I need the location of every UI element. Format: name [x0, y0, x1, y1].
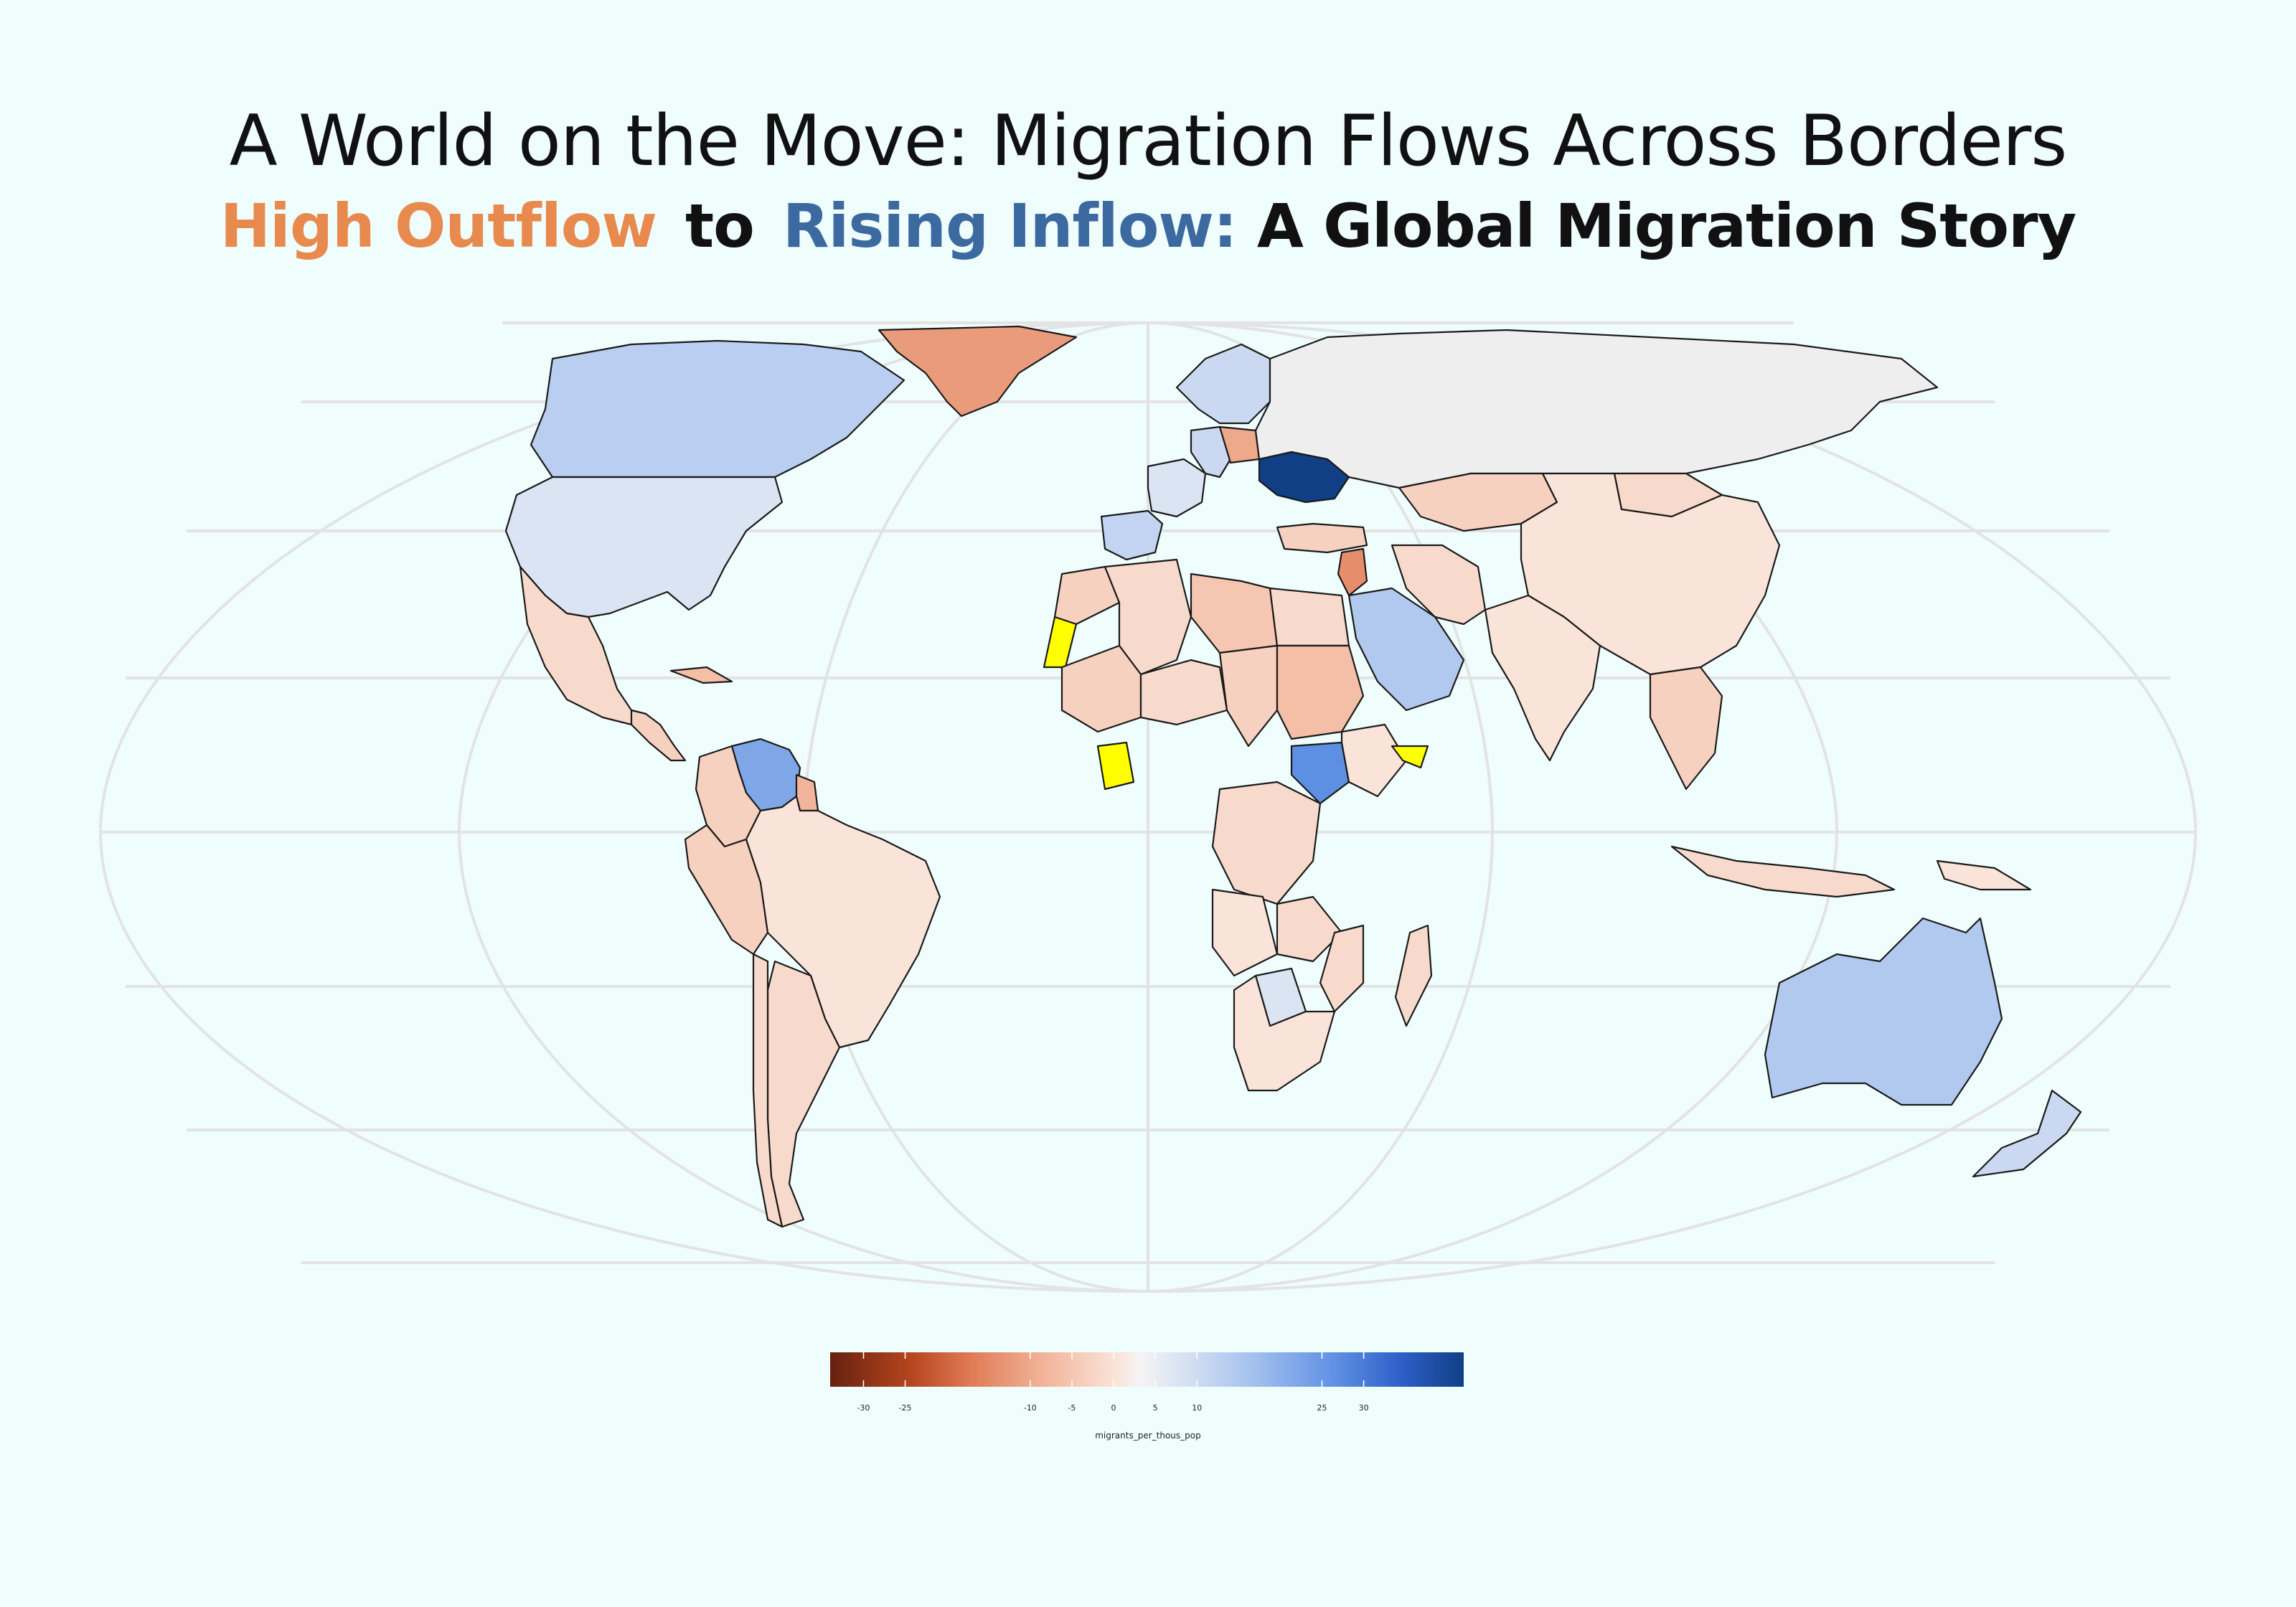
region-cote-divoire[interactable] — [1096, 741, 1135, 791]
region-southeast-asia[interactable] — [1649, 666, 1723, 791]
region-madagascar[interactable] — [1394, 924, 1433, 1027]
region-zambia[interactable] — [1276, 895, 1343, 963]
region-south-africa[interactable] — [1233, 974, 1336, 1092]
region-sudan[interactable] — [1276, 644, 1365, 740]
region-chile[interactable] — [752, 953, 784, 1228]
region-new-zealand[interactable] — [1972, 1089, 2082, 1178]
region-cuba[interactable] — [669, 666, 733, 684]
region-algeria[interactable] — [1104, 558, 1192, 676]
region-libya[interactable] — [1190, 572, 1279, 654]
region-greenland[interactable] — [878, 325, 1078, 418]
region-guyana[interactable] — [795, 773, 819, 812]
legend-tick-label: 25 — [1317, 1403, 1327, 1413]
region-western-sahara[interactable] — [1043, 616, 1078, 669]
region-mali[interactable] — [1060, 644, 1142, 733]
map-subtitle: High Outflow to Rising Inflow: A Global Mi… — [0, 191, 2296, 261]
legend-tick-label: -10 — [1024, 1403, 1037, 1413]
region-china[interactable] — [1520, 472, 1781, 676]
subtitle-story: A Global Migration Story — [1256, 191, 2076, 261]
region-india[interactable] — [1484, 594, 1601, 762]
legend-tick-label: -5 — [1068, 1403, 1076, 1413]
legend-tick-label: -30 — [857, 1403, 870, 1413]
region-dr-congo[interactable] — [1211, 781, 1322, 905]
region-somaliland[interactable] — [1391, 745, 1429, 769]
region-papua-new-guinea[interactable] — [1936, 859, 2032, 891]
region-spain[interactable] — [1100, 509, 1164, 561]
subtitle-to: to — [685, 191, 755, 261]
region-central-america[interactable] — [630, 709, 687, 762]
subtitle-outflow: High Outflow — [220, 191, 657, 261]
region-brazil[interactable] — [745, 795, 941, 1049]
subtitle-inflow: Rising Inflow: — [782, 191, 1238, 261]
legend-colorbar — [830, 1352, 1464, 1387]
region-morocco[interactable] — [1053, 565, 1121, 626]
legend-title: migrants_per_thous_pop — [1095, 1431, 1201, 1441]
region-turkey[interactable] — [1276, 522, 1368, 554]
region-angola[interactable] — [1211, 888, 1279, 977]
legend-tick-label: 10 — [1192, 1403, 1202, 1413]
region-syria[interactable] — [1337, 547, 1368, 597]
legend-tick-label: 5 — [1153, 1403, 1158, 1413]
region-egypt[interactable] — [1269, 587, 1350, 647]
region-united-states[interactable] — [504, 476, 784, 618]
region-ethiopia[interactable] — [1340, 723, 1408, 798]
region-indonesia[interactable] — [1670, 845, 1896, 898]
map-title: A World on the Move: Migration Flows Acr… — [229, 100, 2068, 182]
color-legend: -30 -25 -10 -5 0 5 10 25 30 migrants_per_thous_p… — [830, 1352, 1464, 1441]
legend-tick-label: 0 — [1111, 1403, 1116, 1413]
legend-tick-label: 30 — [1359, 1403, 1369, 1413]
region-south-sudan[interactable] — [1290, 741, 1350, 805]
legend-tick-label: -25 — [899, 1403, 912, 1413]
region-mozambique[interactable] — [1319, 924, 1365, 1013]
region-russia[interactable] — [1254, 329, 1939, 489]
region-canada[interactable] — [530, 339, 905, 479]
region-saudi-arabia[interactable] — [1347, 587, 1465, 712]
region-scandinavia[interactable] — [1175, 343, 1271, 425]
region-australia[interactable] — [1764, 917, 2003, 1106]
region-chad[interactable] — [1218, 644, 1279, 748]
region-iran[interactable] — [1391, 544, 1487, 626]
region-france[interactable] — [1147, 458, 1207, 518]
